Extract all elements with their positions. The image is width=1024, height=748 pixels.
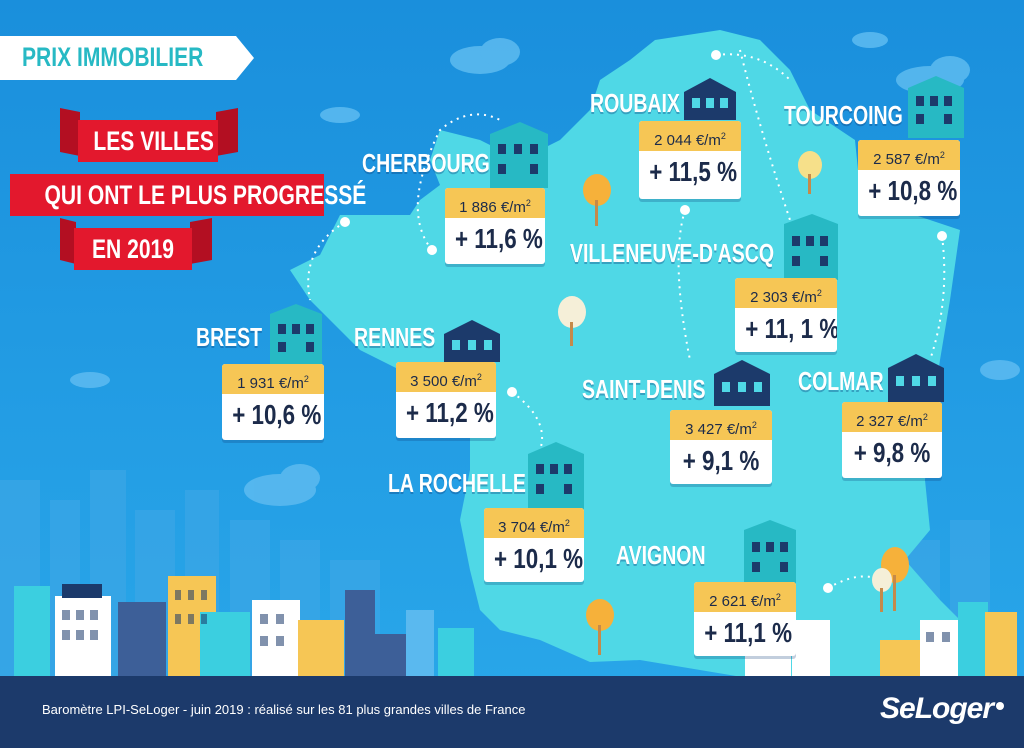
city-name-rennes: RENNES bbox=[354, 322, 436, 352]
price-per-m2: 1 931 €/m2 bbox=[222, 364, 324, 394]
price-per-m2: 3 704 €/m2 bbox=[484, 508, 584, 538]
prix-immobilier-banner: PRIX IMMOBILIER bbox=[0, 36, 255, 82]
city-name-cherbourg: CHERBOURG bbox=[362, 148, 490, 178]
prix-immobilier-label: PRIX IMMOBILIER bbox=[22, 42, 204, 72]
city-card-saint-denis: 3 427 €/m2 + 9,1 % bbox=[670, 410, 772, 484]
city-card-rennes: 3 500 €/m2 + 11,2 % bbox=[396, 362, 496, 438]
headline-line-2: QUI ONT LE PLUS PROGRESSÉ bbox=[10, 174, 367, 216]
trees bbox=[558, 151, 909, 655]
city-card-villeneuve-dascq: 2 303 €/m2 + 11, 1 % bbox=[735, 278, 837, 352]
headline-line-1: LES VILLES bbox=[78, 120, 218, 162]
city-name-villeneuve-dascq: VILLENEUVE-D'ASCQ bbox=[570, 238, 774, 268]
source-caption: Baromètre LPI-SeLoger - juin 2019 : réal… bbox=[42, 702, 526, 717]
price-change: + 9,1 % bbox=[682, 445, 760, 476]
house-icons bbox=[270, 76, 964, 584]
city-name-brest: BREST bbox=[196, 322, 263, 352]
headline-line-3: EN 2019 bbox=[74, 228, 192, 270]
city-card-colmar: 2 327 €/m2 + 9,8 % bbox=[842, 402, 942, 478]
city-card-la-rochelle: 3 704 €/m2 + 10,1 % bbox=[484, 508, 584, 582]
price-per-m2: 3 427 €/m2 bbox=[670, 410, 772, 440]
price-change: + 11,6 % bbox=[455, 223, 543, 254]
price-change: + 11,1 % bbox=[704, 617, 793, 648]
price-per-m2: 1 886 €/m2 bbox=[445, 188, 545, 218]
city-name-roubaix: ROUBAIX bbox=[590, 88, 680, 118]
city-name-colmar: COLMAR bbox=[798, 366, 884, 396]
city-card-brest: 1 931 €/m2 + 10,6 % bbox=[222, 364, 324, 440]
clouds bbox=[70, 32, 1020, 506]
price-change: + 11,2 % bbox=[406, 397, 494, 428]
logo-dot-icon bbox=[996, 702, 1005, 710]
ribbon-tails bbox=[60, 108, 238, 264]
price-per-m2: 2 621 €/m2 bbox=[694, 582, 796, 612]
city-name-tourcoing: TOURCOING bbox=[784, 100, 903, 130]
city-card-roubaix: 2 044 €/m2 + 11,5 % bbox=[639, 121, 741, 199]
headline-text-3: EN 2019 bbox=[92, 234, 174, 264]
price-change: + 11,5 % bbox=[649, 156, 738, 187]
price-per-m2: 2 327 €/m2 bbox=[842, 402, 942, 432]
price-change: + 9,8 % bbox=[853, 437, 931, 468]
headline-text-2: QUI ONT LE PLUS PROGRESSÉ bbox=[44, 180, 367, 210]
city-name-la-rochelle: LA ROCHELLE bbox=[388, 468, 526, 498]
price-change: + 10,6 % bbox=[232, 399, 322, 430]
city-card-cherbourg: 1 886 €/m2 + 11,6 % bbox=[445, 188, 545, 264]
price-per-m2: 3 500 €/m2 bbox=[396, 362, 496, 392]
headline-text-1: LES VILLES bbox=[93, 126, 214, 156]
city-name-saint-denis: SAINT-DENIS bbox=[582, 374, 706, 404]
price-per-m2: 2 044 €/m2 bbox=[639, 121, 741, 151]
prix-banner-shape bbox=[0, 36, 254, 80]
foreground-buildings bbox=[14, 576, 1017, 676]
seloger-logo: SeLoger bbox=[880, 692, 1005, 726]
price-change: + 11, 1 % bbox=[745, 313, 837, 344]
city-card-tourcoing: 2 587 €/m2 + 10,8 % bbox=[858, 140, 960, 216]
map-dots bbox=[340, 50, 947, 593]
city-card-avignon: 2 621 €/m2 + 11,1 % bbox=[694, 582, 796, 656]
price-per-m2: 2 303 €/m2 bbox=[735, 278, 837, 308]
footer-bar: Baromètre LPI-SeLoger - juin 2019 : réal… bbox=[0, 676, 1024, 748]
building-windows bbox=[62, 590, 950, 646]
price-per-m2: 2 587 €/m2 bbox=[858, 140, 960, 170]
price-change: + 10,1 % bbox=[494, 543, 584, 574]
city-name-avignon: AVIGNON bbox=[616, 540, 706, 570]
connector-lines bbox=[307, 49, 946, 589]
price-change: + 10,8 % bbox=[868, 175, 958, 206]
